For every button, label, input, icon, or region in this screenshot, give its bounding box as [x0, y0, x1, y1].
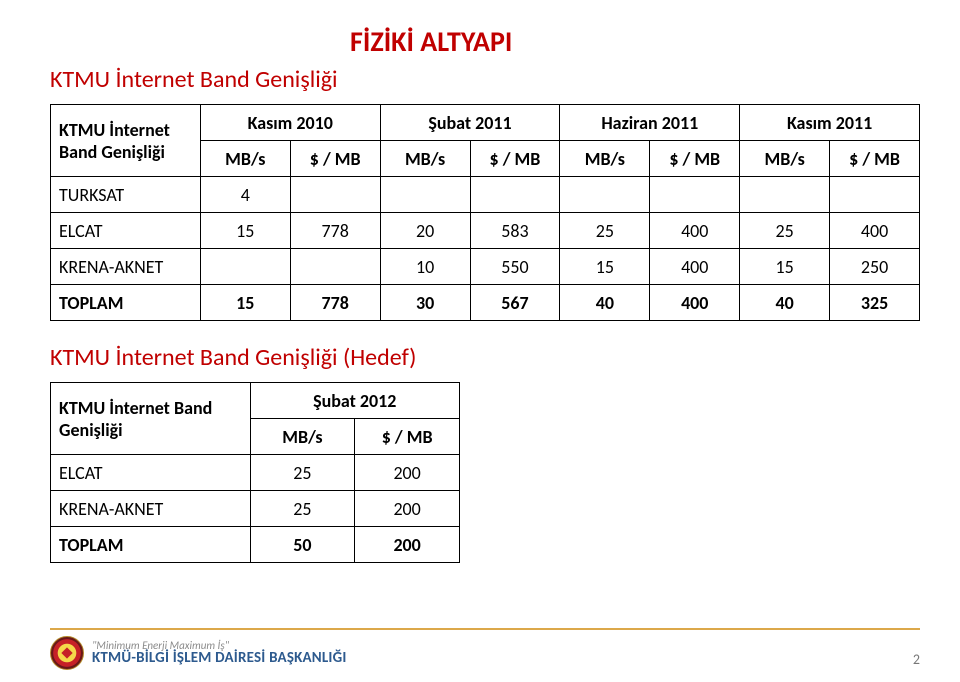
table1-cell [740, 177, 830, 213]
table1-cell: 15 [200, 213, 290, 249]
section2-heading: KTMU İnternet Band Genişliği (Hedef) [50, 343, 920, 372]
table2-period: Şubat 2012 [250, 383, 460, 419]
footer-department: KTMÜ-BİLGİ İŞLEM DAİRESİ BAŞKANLIĞI [92, 651, 347, 666]
table2-corner: KTMU İnternet Band Genişliği [51, 383, 251, 455]
table1-corner: KTMU İnternet Band Genişliği [51, 105, 201, 177]
table1-period: Kasım 2010 [200, 105, 380, 141]
table2-rowlabel: ELCAT [51, 455, 251, 491]
page-title: FİZİKİ ALTYAPI [350, 24, 920, 59]
table1-cell: 25 [740, 213, 830, 249]
table1-cell: 583 [470, 213, 560, 249]
table1-cell: 15 [200, 285, 290, 321]
table1-cell: 400 [830, 213, 920, 249]
table1-cell [290, 177, 380, 213]
table1-cell: 550 [470, 249, 560, 285]
table1-cell: 567 [470, 285, 560, 321]
table1-subcol: $ / MB [830, 141, 920, 177]
table1-cell [560, 177, 650, 213]
table1-rowlabel: TURKSAT [51, 177, 201, 213]
section1-heading: KTMU İnternet Band Genişliği [50, 65, 920, 94]
table1-cell: 250 [830, 249, 920, 285]
table1-cell: 10 [380, 249, 470, 285]
table2-cell: 200 [355, 455, 460, 491]
table1-cell: 25 [560, 213, 650, 249]
table1-rowlabel: KRENA-AKNET [51, 249, 201, 285]
table1-cell [380, 177, 470, 213]
table1-period: Şubat 2011 [380, 105, 560, 141]
table1-subcol: MB/s [200, 141, 290, 177]
table2-cell: 25 [250, 455, 355, 491]
table1-cell [290, 249, 380, 285]
table1-subcol: MB/s [740, 141, 830, 177]
footer: "Minimum Enerji Maximum İş" KTMÜ-BİLGİ İ… [0, 628, 960, 682]
table1-cell [200, 249, 290, 285]
table1-cell [650, 177, 740, 213]
table1-cell: 400 [650, 213, 740, 249]
table1-cell: 778 [290, 285, 380, 321]
bandwidth-target-table: KTMU İnternet Band GenişliğiŞubat 2012MB… [50, 382, 460, 563]
table2-rowlabel: TOPLAM [51, 527, 251, 563]
table1-cell: 40 [740, 285, 830, 321]
table1-subcol: MB/s [560, 141, 650, 177]
table1-cell: 15 [740, 249, 830, 285]
footer-divider [50, 628, 920, 630]
bandwidth-table: KTMU İnternet Band GenişliğiKasım 2010Şu… [50, 104, 920, 321]
org-logo-icon [50, 636, 84, 670]
table1-cell: 40 [560, 285, 650, 321]
table1-cell: 20 [380, 213, 470, 249]
page-number: 2 [913, 651, 920, 668]
table1-rowlabel: ELCAT [51, 213, 201, 249]
table2-rowlabel: KRENA-AKNET [51, 491, 251, 527]
table1-cell: 400 [650, 249, 740, 285]
table1-period: Kasım 2011 [740, 105, 920, 141]
table1-cell: 400 [650, 285, 740, 321]
table2-subcol: $ / MB [355, 419, 460, 455]
table1-cell: 325 [830, 285, 920, 321]
table1-cell [830, 177, 920, 213]
table1-subcol: $ / MB [470, 141, 560, 177]
table1-cell [470, 177, 560, 213]
table1-subcol: $ / MB [290, 141, 380, 177]
table1-cell: 15 [560, 249, 650, 285]
table1-cell: 30 [380, 285, 470, 321]
table2-cell: 50 [250, 527, 355, 563]
table2-cell: 25 [250, 491, 355, 527]
table2-cell: 200 [355, 491, 460, 527]
table2-cell: 200 [355, 527, 460, 563]
table1-cell: 4 [200, 177, 290, 213]
table1-cell: 778 [290, 213, 380, 249]
table1-rowlabel: TOPLAM [51, 285, 201, 321]
table1-subcol: MB/s [380, 141, 470, 177]
table2-subcol: MB/s [250, 419, 355, 455]
table1-period: Haziran 2011 [560, 105, 740, 141]
table1-subcol: $ / MB [650, 141, 740, 177]
